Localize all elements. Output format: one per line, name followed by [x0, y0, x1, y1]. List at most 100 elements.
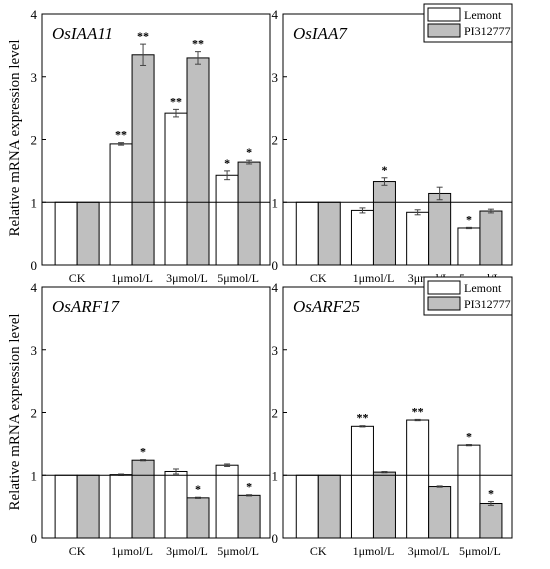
bar-pi312777 — [186, 497, 210, 539]
significance-label: * — [246, 480, 252, 494]
x-tick-label: 5μmol/L — [217, 544, 259, 558]
bar-lemont — [406, 419, 430, 539]
y-tick-label: 1 — [31, 195, 38, 210]
significance-label: ** — [356, 411, 368, 425]
legend: Lemont PI312777 — [423, 276, 513, 316]
bar-pi312777 — [186, 57, 210, 266]
legend-label: Lemont — [464, 8, 502, 22]
significance-label: ** — [412, 404, 424, 418]
x-tick-label: CK — [69, 271, 86, 285]
significance-label: ** — [192, 37, 204, 51]
bar-pi312777 — [131, 459, 155, 539]
significance-label: * — [381, 163, 387, 177]
y-axis-label-bottom: Relative mRNA expression level — [7, 313, 23, 510]
y-tick-label: 3 — [272, 343, 279, 358]
bar-lemont — [215, 464, 239, 539]
bar-lemont — [109, 143, 133, 266]
bar-lemont — [215, 174, 239, 266]
bar-lemont — [295, 201, 319, 266]
bar-pi312777 — [428, 192, 452, 266]
bar-pi312777 — [317, 201, 341, 266]
x-tick-label: CK — [310, 271, 327, 285]
y-tick-label: 3 — [272, 70, 279, 85]
x-tick-label: 1μmol/L — [353, 544, 395, 558]
bar-lemont — [164, 112, 188, 266]
bar-pi312777 — [76, 201, 100, 266]
bar-lemont — [54, 201, 78, 266]
legend-swatch — [427, 280, 461, 295]
y-tick-label: 4 — [31, 280, 38, 295]
significance-label: ** — [137, 29, 149, 43]
x-tick-label: 1μmol/L — [111, 544, 153, 558]
significance-label: ** — [170, 94, 182, 108]
legend-label: PI312777 — [464, 297, 511, 311]
y-tick-label: 1 — [272, 468, 279, 483]
chart-panel-3: 0 1 2 3 4 CK 1μmol/L * 3μmol/L * 5μmol/L * OsARF17 — [31, 280, 271, 558]
legend-swatch — [427, 7, 461, 22]
x-tick-label: 3μmol/L — [166, 271, 208, 285]
bar-pi312777 — [479, 210, 503, 266]
y-tick-label: 3 — [31, 343, 38, 358]
y-tick-label: 0 — [31, 258, 38, 273]
x-tick-label: CK — [69, 544, 86, 558]
bar-pi312777 — [428, 486, 452, 539]
bar-lemont — [109, 474, 133, 539]
y-axis-label-top: Relative mRNA expression level — [7, 39, 23, 236]
y-tick-label: 3 — [31, 70, 38, 85]
panel-title: OsARF17 — [52, 297, 121, 316]
panel-title: OsIAA7 — [293, 24, 348, 43]
legend-label: Lemont — [464, 281, 502, 295]
significance-label: ** — [115, 128, 127, 142]
legend-swatch — [427, 23, 461, 38]
bar-pi312777 — [372, 471, 396, 539]
panel-title: OsIAA11 — [52, 24, 113, 43]
bar-pi312777 — [237, 494, 261, 539]
y-tick-label: 2 — [31, 406, 38, 421]
y-tick-label: 4 — [272, 7, 279, 22]
y-tick-label: 0 — [272, 258, 279, 273]
significance-label: * — [224, 156, 230, 170]
legend: Lemont PI312777 — [423, 3, 513, 43]
x-tick-label: 1μmol/L — [353, 271, 395, 285]
y-tick-label: 4 — [272, 280, 279, 295]
legend-swatch — [427, 296, 461, 311]
significance-label: * — [466, 430, 472, 444]
bar-pi312777 — [317, 474, 341, 539]
y-tick-label: 2 — [31, 133, 38, 148]
bar-pi312777 — [372, 181, 396, 266]
bar-lemont — [457, 444, 481, 539]
bar-pi312777 — [131, 54, 155, 266]
x-tick-label: 3μmol/L — [166, 544, 208, 558]
significance-label: * — [246, 145, 252, 159]
bar-pi312777 — [479, 502, 503, 539]
chart-panel-2: 01234CK1μmol/L*3μmol/L5μmol/L*OsIAA7Lemo… — [272, 3, 513, 285]
bar-lemont — [54, 474, 78, 539]
bar-pi312777 — [237, 161, 261, 266]
bar-lemont — [164, 470, 188, 539]
significance-label: * — [140, 445, 146, 459]
y-tick-label: 2 — [272, 406, 279, 421]
x-tick-label: 5μmol/L — [217, 271, 259, 285]
panel-title: OsARF25 — [293, 297, 360, 316]
y-tick-label: 1 — [31, 468, 38, 483]
legend-label: PI312777 — [464, 24, 511, 38]
y-tick-label: 0 — [272, 531, 279, 546]
y-tick-label: 2 — [272, 133, 279, 148]
x-tick-label: 5μmol/L — [459, 544, 501, 558]
significance-label: * — [466, 212, 472, 226]
x-tick-label: 3μmol/L — [408, 544, 450, 558]
y-tick-label: 4 — [31, 7, 38, 22]
bar-lemont — [406, 211, 430, 266]
bar-lemont — [457, 227, 481, 266]
bar-pi312777 — [76, 474, 100, 539]
bar-lemont — [350, 425, 374, 539]
y-tick-label: 1 — [272, 195, 279, 210]
x-tick-label: 1μmol/L — [111, 271, 153, 285]
y-tick-label: 0 — [31, 531, 38, 546]
significance-label: * — [195, 482, 201, 496]
significance-label: * — [488, 487, 494, 501]
